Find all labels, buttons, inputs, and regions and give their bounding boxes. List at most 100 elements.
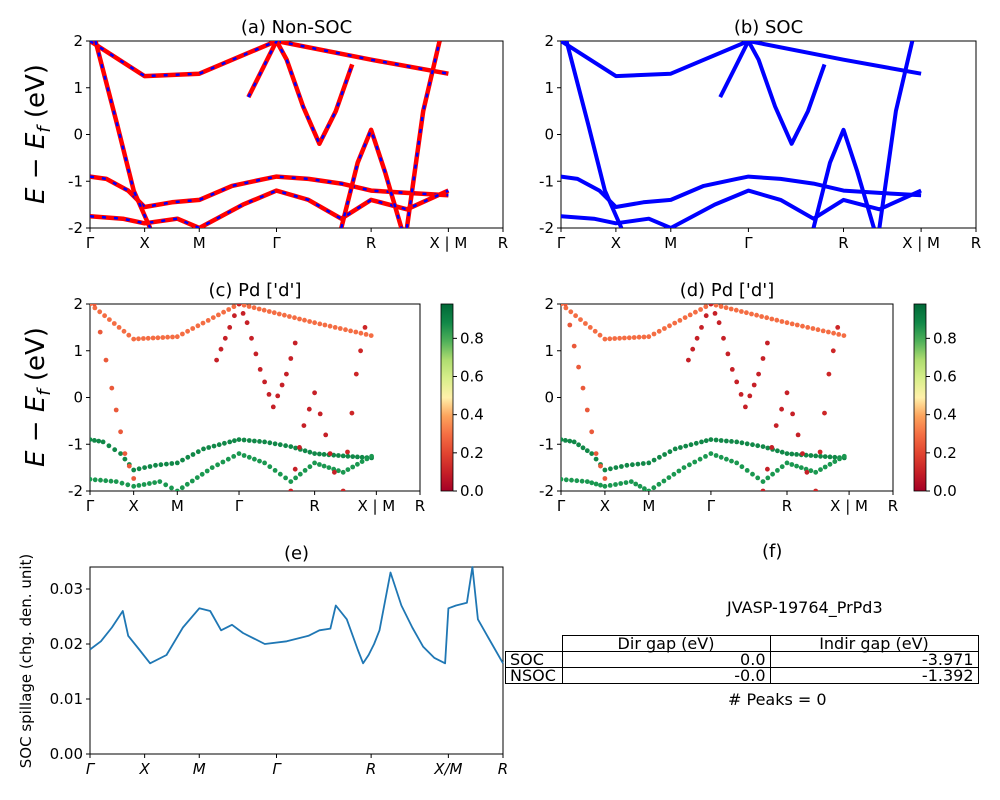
band-point xyxy=(267,464,273,470)
band-point xyxy=(306,406,312,412)
band-point xyxy=(323,432,329,438)
axis-label-part: E xyxy=(21,395,51,412)
band-point xyxy=(90,476,93,482)
band-point xyxy=(623,480,629,485)
band-point xyxy=(718,454,724,460)
band-point xyxy=(321,463,327,469)
xtick-label: M xyxy=(642,497,655,515)
xtick-label: Γ xyxy=(86,497,95,515)
xtick-label: M xyxy=(171,497,184,515)
band-point xyxy=(157,479,163,484)
band-point xyxy=(165,334,171,340)
band-point xyxy=(118,451,123,456)
band-point xyxy=(283,443,288,449)
band-point xyxy=(779,319,785,324)
xtick-label: R xyxy=(498,760,508,778)
band-point xyxy=(584,448,590,454)
band-point xyxy=(576,364,581,370)
band-point xyxy=(340,453,346,459)
band-point xyxy=(96,438,102,444)
band-point xyxy=(607,483,613,488)
band-point xyxy=(216,442,222,448)
xtick-label: R xyxy=(366,234,376,252)
ytick-label: 0 xyxy=(73,389,83,407)
panel-title: (a) Non-SOC xyxy=(241,17,352,38)
band-point xyxy=(672,320,678,326)
band-point xyxy=(692,459,698,465)
band-point xyxy=(221,309,227,315)
band-point xyxy=(561,304,564,307)
colorbar-tick-label: 0.6 xyxy=(933,368,957,386)
band-point xyxy=(602,476,608,481)
colorbar-tick-label: 0.4 xyxy=(933,406,957,424)
band-point xyxy=(724,438,729,444)
band-point xyxy=(813,469,819,475)
band-point xyxy=(331,452,337,458)
band-point xyxy=(683,443,689,449)
band-point xyxy=(832,454,838,460)
band-point xyxy=(288,488,294,491)
xtick-label: X xyxy=(611,234,621,252)
panel-title: (d) Pd ['d'] xyxy=(680,280,775,301)
band-point xyxy=(613,465,619,470)
row-label-nsoc: NSOC xyxy=(505,667,563,684)
band-point xyxy=(204,468,210,474)
band-point xyxy=(630,462,635,468)
colorbar-c xyxy=(440,303,454,492)
xtick-label: Γ xyxy=(272,760,282,778)
band-point xyxy=(765,475,771,481)
band-point xyxy=(779,406,784,412)
band-point xyxy=(795,432,801,438)
band-point xyxy=(364,456,370,462)
band-point xyxy=(170,334,175,340)
band-point xyxy=(733,307,739,313)
band-point xyxy=(112,447,118,453)
band-point xyxy=(831,330,836,336)
band-point xyxy=(118,429,123,435)
band-point xyxy=(574,478,580,484)
band-point xyxy=(97,329,103,335)
band-line-blue xyxy=(564,41,624,228)
band-point xyxy=(211,443,217,449)
band-point xyxy=(326,465,332,470)
band-point xyxy=(716,320,722,326)
band-point xyxy=(293,475,298,481)
xtick-label: M xyxy=(193,234,206,252)
band-point xyxy=(200,320,206,326)
band-point xyxy=(218,346,224,352)
band-point xyxy=(723,305,729,311)
ytick-label: 1 xyxy=(73,342,83,360)
band-point xyxy=(749,311,754,317)
band-point xyxy=(637,483,643,489)
band-point xyxy=(179,485,185,491)
band-point xyxy=(251,305,257,311)
band-point xyxy=(126,463,132,469)
band-point xyxy=(136,466,142,472)
band-point xyxy=(651,331,657,337)
band-point xyxy=(348,328,353,334)
axis-label-energy-middle: E − Ef (eV) xyxy=(21,327,55,467)
ytick-label: -1 xyxy=(68,172,83,190)
band-point xyxy=(725,351,731,357)
xtick-label: X/M xyxy=(433,760,462,778)
band-point xyxy=(185,454,191,460)
band-point xyxy=(800,451,805,456)
band-point xyxy=(131,476,137,481)
band-point xyxy=(195,323,201,329)
band-point xyxy=(92,477,98,483)
band-point xyxy=(827,454,833,460)
band-point xyxy=(214,357,220,363)
band-point xyxy=(651,485,657,491)
colorbar-d xyxy=(913,303,927,492)
band-point xyxy=(822,454,828,459)
band-point xyxy=(169,461,175,466)
band-point xyxy=(257,367,263,372)
band-point xyxy=(350,464,356,470)
table-row: NSOC -0.0 -1.392 xyxy=(505,667,979,684)
panel-f-title: (f) xyxy=(762,541,783,562)
band-point xyxy=(236,451,242,456)
band-point xyxy=(277,471,283,477)
band-point xyxy=(332,325,338,330)
band-point xyxy=(174,460,180,466)
band-point xyxy=(713,304,719,308)
